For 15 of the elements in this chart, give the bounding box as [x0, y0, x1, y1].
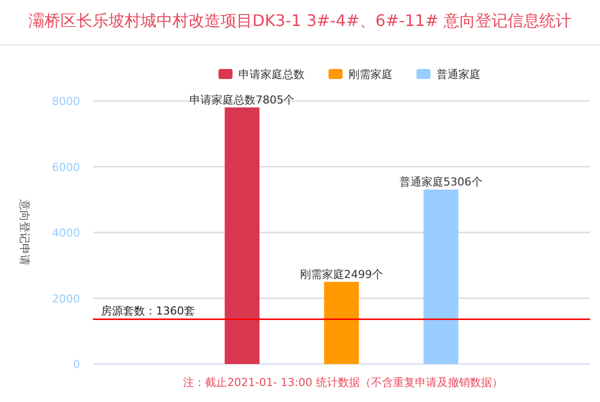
y-tick-label: 0: [73, 358, 80, 371]
chart-title: 灞桥区长乐坡村城中村改造项目DK3-1 3#-4#、6#-11# 意向登记信息统计: [28, 11, 572, 30]
legend-label: 刚需家庭: [348, 68, 392, 81]
data-label: 申请家庭总数7805个: [190, 93, 295, 106]
text: 注：截止2021-01- 13:00 统计数据（不含重复申请及撤销数据）: [183, 376, 503, 389]
y-tick-label: 4000: [52, 226, 80, 240]
data-label: 刚需家庭2499个: [300, 268, 383, 281]
y-tick-label: 8000: [52, 95, 80, 108]
ref-line-label: 房源套数：1360套: [101, 304, 195, 318]
legend-label: 普通家庭: [436, 68, 480, 81]
y-tick-label: 2000: [52, 292, 80, 306]
y-axis-title: 意向登记申请: [18, 198, 31, 266]
data-label: 普通家庭5306个: [399, 176, 482, 189]
y-tick-label: 6000: [52, 160, 80, 174]
legend-label: 申请家庭总数: [238, 68, 304, 81]
